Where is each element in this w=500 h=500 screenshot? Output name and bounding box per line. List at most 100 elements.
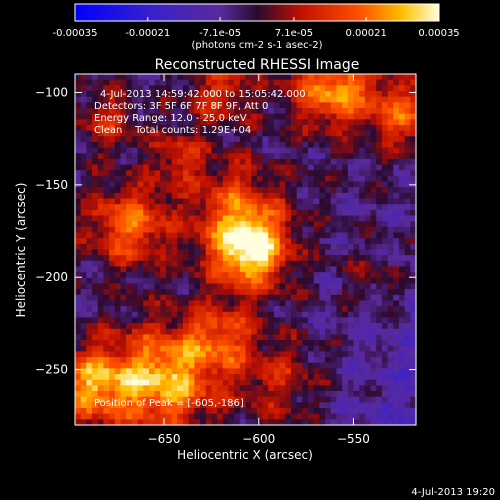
heatmap-cell <box>103 130 110 137</box>
heatmap-cell <box>285 147 292 154</box>
heatmap-cell <box>194 107 201 115</box>
heatmap-cell <box>410 147 417 154</box>
heatmap-cell <box>370 204 377 211</box>
heatmap-cell <box>194 408 201 415</box>
heatmap-cell <box>86 181 93 188</box>
heatmap-cell <box>109 283 116 290</box>
heatmap-cell <box>370 277 377 285</box>
heatmap-cell <box>75 277 82 285</box>
heatmap-cell <box>410 345 417 352</box>
heatmap-cell <box>319 232 326 239</box>
heatmap-cell <box>359 385 366 392</box>
heatmap-cell <box>200 362 207 369</box>
heatmap-cell <box>285 226 292 234</box>
heatmap-cell <box>336 311 343 319</box>
heatmap-cell <box>296 379 303 386</box>
heatmap-cell <box>245 306 252 313</box>
heatmap-cell <box>364 232 372 239</box>
heatmap-cell <box>137 102 144 109</box>
heatmap-cell <box>200 102 207 109</box>
heatmap-cell <box>188 232 195 239</box>
heatmap-cell <box>177 283 184 290</box>
heatmap-cell <box>251 119 258 126</box>
heatmap-cell <box>239 181 247 188</box>
heatmap-cell <box>279 289 286 296</box>
heatmap-cell <box>279 124 286 132</box>
heatmap-cell <box>182 192 190 200</box>
heatmap-cell <box>330 107 338 115</box>
heatmap-cell <box>256 317 264 324</box>
heatmap-cell <box>364 413 372 420</box>
heatmap-cell <box>160 419 167 426</box>
heatmap-cell <box>103 221 110 228</box>
heatmap-cell <box>342 249 349 256</box>
heatmap-cell <box>410 266 417 273</box>
heatmap-cell <box>273 187 281 194</box>
heatmap-cell <box>381 215 389 222</box>
heatmap-cell <box>359 328 366 336</box>
heatmap-cell <box>313 74 320 81</box>
heatmap-cell <box>353 119 360 126</box>
heatmap-cell <box>171 277 178 285</box>
heatmap-cell <box>103 147 110 154</box>
heatmap-cell <box>194 260 201 268</box>
heatmap-cell <box>313 334 320 341</box>
heatmap-cell <box>273 396 281 403</box>
heatmap-cell <box>347 141 355 149</box>
heatmap-cell <box>353 232 360 239</box>
heatmap-cell <box>239 328 247 336</box>
heatmap-cell <box>86 402 93 409</box>
heatmap-cell <box>205 130 212 137</box>
heatmap-cell <box>97 277 105 285</box>
heatmap-cell <box>279 260 286 268</box>
heatmap-cell <box>222 402 230 409</box>
heatmap-cell <box>364 74 372 81</box>
heatmap-cell <box>279 362 286 369</box>
heatmap-cell <box>103 158 110 166</box>
heatmap-cell <box>205 113 212 120</box>
heatmap-cell <box>410 408 417 415</box>
heatmap-cell <box>290 340 298 347</box>
heatmap-cell <box>279 221 286 228</box>
heatmap-cell <box>92 238 99 245</box>
heatmap-cell <box>268 351 275 358</box>
heatmap-cell <box>131 266 139 273</box>
heatmap-cell <box>376 419 383 426</box>
heatmap-cell <box>308 334 315 341</box>
heatmap-cell <box>290 317 298 324</box>
heatmap-cell <box>319 136 326 143</box>
heatmap-cell <box>313 198 320 205</box>
heatmap-cell <box>251 391 258 398</box>
heatmap-cell <box>336 141 343 149</box>
heatmap-cell <box>222 408 230 415</box>
heatmap-cell <box>290 311 298 319</box>
heatmap-cell <box>188 136 195 143</box>
heatmap-cell <box>75 107 82 115</box>
heatmap-cell <box>359 362 366 369</box>
heatmap-cell <box>376 249 383 256</box>
heatmap-cell <box>393 175 400 183</box>
heatmap-cell <box>217 119 224 126</box>
heatmap-cell <box>103 215 110 222</box>
heatmap-cell <box>313 209 320 217</box>
heatmap-cell <box>137 402 144 409</box>
heatmap-cell <box>228 379 235 386</box>
heatmap-cell <box>80 289 87 296</box>
heatmap-cell <box>251 147 258 154</box>
heatmap-cell <box>228 408 235 415</box>
heatmap-cell <box>75 141 82 149</box>
heatmap-cell <box>148 345 156 352</box>
heatmap-cell <box>353 102 360 109</box>
heatmap-cell <box>296 311 303 319</box>
heatmap-cell <box>393 232 400 239</box>
heatmap-cell <box>234 79 241 86</box>
heatmap-cell <box>109 90 116 98</box>
heatmap-cell <box>137 187 144 194</box>
heatmap-cell <box>205 283 212 290</box>
heatmap-cell <box>171 153 178 160</box>
heatmap-cell <box>228 311 235 319</box>
heatmap-cell <box>364 277 372 285</box>
heatmap-cell <box>279 379 286 386</box>
heatmap-cell <box>222 96 230 103</box>
heatmap-cell <box>313 385 320 392</box>
